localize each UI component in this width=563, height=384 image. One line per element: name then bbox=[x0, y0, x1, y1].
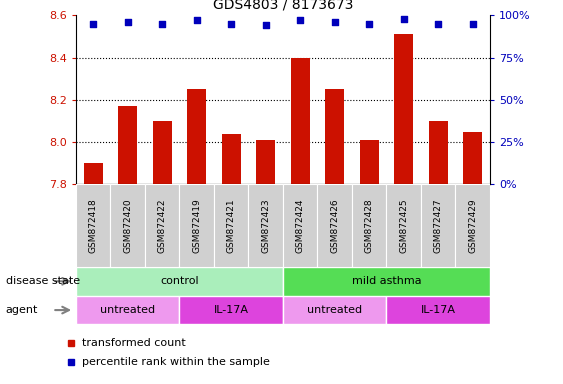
Text: GSM872420: GSM872420 bbox=[123, 198, 132, 253]
Text: control: control bbox=[160, 276, 199, 286]
Text: GSM872429: GSM872429 bbox=[468, 198, 477, 253]
Bar bbox=[84, 163, 102, 184]
Text: GSM872425: GSM872425 bbox=[399, 198, 408, 253]
Bar bbox=[318, 184, 352, 267]
Bar bbox=[222, 134, 240, 184]
Text: percentile rank within the sample: percentile rank within the sample bbox=[82, 357, 270, 367]
Text: GSM872426: GSM872426 bbox=[330, 198, 339, 253]
Bar bbox=[421, 184, 455, 267]
Point bbox=[399, 16, 408, 22]
Bar bbox=[455, 184, 490, 267]
Bar bbox=[325, 89, 344, 184]
Bar bbox=[214, 184, 248, 267]
Point bbox=[227, 21, 236, 27]
Text: GSM872427: GSM872427 bbox=[434, 198, 443, 253]
Bar bbox=[394, 34, 413, 184]
Bar bbox=[118, 106, 137, 184]
Text: disease state: disease state bbox=[6, 276, 80, 286]
Bar bbox=[256, 140, 275, 184]
Text: GSM872424: GSM872424 bbox=[296, 199, 305, 253]
Point bbox=[261, 22, 270, 28]
Text: IL-17A: IL-17A bbox=[214, 305, 249, 315]
Bar bbox=[386, 296, 490, 324]
Text: GSM872428: GSM872428 bbox=[365, 198, 374, 253]
Bar bbox=[248, 184, 283, 267]
Bar bbox=[283, 267, 490, 296]
Bar bbox=[180, 184, 214, 267]
Bar bbox=[463, 131, 482, 184]
Point bbox=[158, 21, 167, 27]
Point bbox=[365, 21, 374, 27]
Text: GSM872419: GSM872419 bbox=[192, 198, 201, 253]
Bar bbox=[291, 58, 310, 184]
Point bbox=[123, 19, 132, 25]
Point bbox=[434, 21, 443, 27]
Bar bbox=[153, 121, 172, 184]
Bar bbox=[76, 296, 180, 324]
Text: untreated: untreated bbox=[100, 305, 155, 315]
Bar bbox=[352, 184, 386, 267]
Point bbox=[330, 19, 339, 25]
Point bbox=[296, 17, 305, 23]
Bar bbox=[110, 184, 145, 267]
Bar bbox=[76, 267, 283, 296]
Bar bbox=[145, 184, 180, 267]
Text: transformed count: transformed count bbox=[82, 338, 185, 348]
Text: GSM872422: GSM872422 bbox=[158, 199, 167, 253]
Text: IL-17A: IL-17A bbox=[421, 305, 455, 315]
Bar bbox=[76, 184, 110, 267]
Bar bbox=[187, 89, 206, 184]
Bar bbox=[180, 296, 283, 324]
Bar bbox=[360, 140, 378, 184]
Bar bbox=[283, 296, 386, 324]
Text: agent: agent bbox=[6, 305, 38, 315]
Point bbox=[89, 21, 98, 27]
Text: GSM872423: GSM872423 bbox=[261, 198, 270, 253]
Bar bbox=[386, 184, 421, 267]
Bar bbox=[283, 184, 318, 267]
Point bbox=[192, 17, 201, 23]
Text: GSM872418: GSM872418 bbox=[89, 198, 98, 253]
Text: untreated: untreated bbox=[307, 305, 362, 315]
Title: GDS4803 / 8173673: GDS4803 / 8173673 bbox=[213, 0, 353, 12]
Bar bbox=[428, 121, 448, 184]
Text: GSM872421: GSM872421 bbox=[227, 198, 236, 253]
Point bbox=[468, 21, 477, 27]
Text: mild asthma: mild asthma bbox=[351, 276, 421, 286]
